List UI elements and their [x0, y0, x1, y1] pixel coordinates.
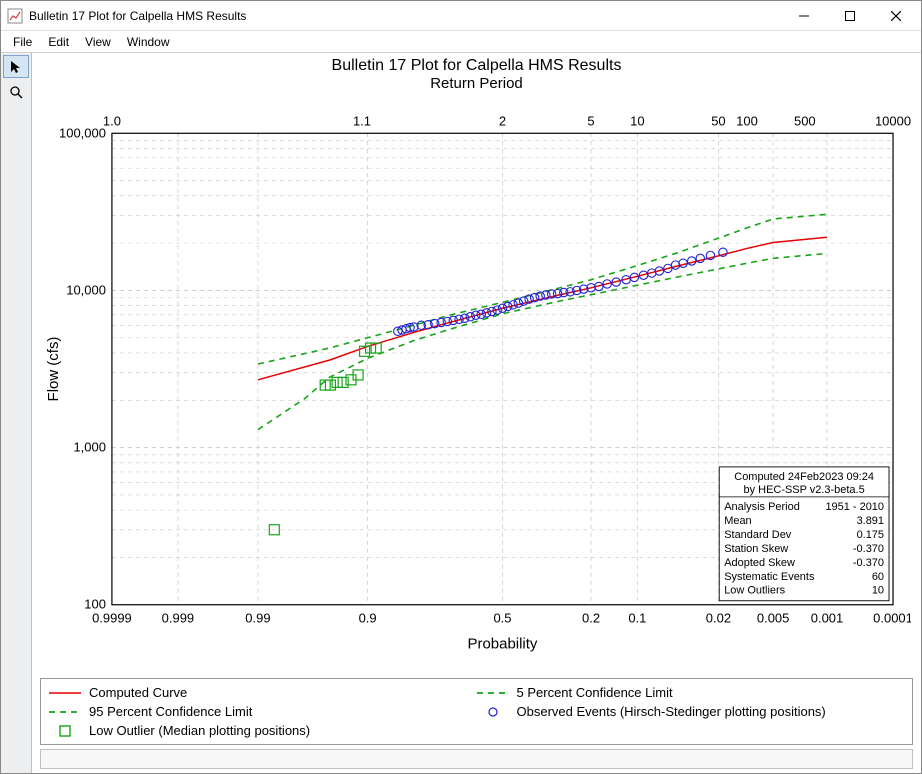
window-controls — [781, 2, 919, 30]
svg-text:10: 10 — [630, 113, 644, 128]
svg-text:Low Outliers: Low Outliers — [724, 585, 785, 597]
window-title: Bulletin 17 Plot for Calpella HMS Result… — [29, 9, 781, 23]
legend: Computed Curve 5 Percent Confidence Limit… — [40, 678, 913, 745]
svg-text:500: 500 — [794, 113, 816, 128]
svg-text:Mean: Mean — [724, 515, 751, 527]
legend-label: Observed Events (Hirsch-Stedinger plotti… — [517, 704, 826, 719]
menu-file[interactable]: File — [5, 33, 40, 51]
svg-text:0.9: 0.9 — [359, 611, 377, 626]
close-button[interactable] — [873, 2, 919, 30]
svg-text:Flow (cfs): Flow (cfs) — [45, 337, 62, 402]
svg-text:100,000: 100,000 — [59, 125, 106, 140]
chart-title: Bulletin 17 Plot for Calpella HMS Result… — [32, 53, 921, 75]
svg-text:Station Skew: Station Skew — [724, 543, 788, 555]
svg-text:0.9999: 0.9999 — [92, 611, 132, 626]
svg-text:0.001: 0.001 — [811, 611, 843, 626]
svg-text:100: 100 — [736, 113, 758, 128]
svg-text:Systematic Events: Systematic Events — [724, 571, 815, 583]
legend-label: Computed Curve — [89, 685, 187, 700]
svg-text:0.999: 0.999 — [162, 611, 194, 626]
legend-item: Observed Events (Hirsch-Stedinger plotti… — [477, 702, 905, 721]
svg-text:-0.370: -0.370 — [853, 543, 884, 555]
legend-item: 95 Percent Confidence Limit — [49, 702, 477, 721]
legend-item: Computed Curve — [49, 683, 477, 702]
svg-text:0.5: 0.5 — [493, 611, 511, 626]
svg-text:1.0: 1.0 — [103, 113, 121, 128]
svg-text:0.175: 0.175 — [857, 529, 884, 541]
svg-text:0.0001: 0.0001 — [873, 611, 911, 626]
svg-text:by HEC-SSP v2.3-beta.5: by HEC-SSP v2.3-beta.5 — [744, 484, 865, 496]
top-axis-title: Return Period — [32, 75, 921, 92]
svg-text:100: 100 — [84, 597, 106, 612]
svg-text:1.1: 1.1 — [353, 113, 371, 128]
svg-text:3.891: 3.891 — [857, 515, 884, 527]
svg-text:0.1: 0.1 — [628, 611, 646, 626]
chart-area: Bulletin 17 Plot for Calpella HMS Result… — [32, 53, 921, 773]
minimize-button[interactable] — [781, 2, 827, 30]
svg-text:10,000: 10,000 — [66, 282, 106, 297]
svg-text:0.02: 0.02 — [706, 611, 731, 626]
status-bar — [40, 749, 913, 769]
svg-text:0.2: 0.2 — [582, 611, 600, 626]
plot[interactable]: 100 1,000 10,000 100,000 0.9999 0.999 0.99 0.9 0… — [42, 94, 911, 672]
menu-edit[interactable]: Edit — [40, 33, 77, 51]
svg-text:0.005: 0.005 — [757, 611, 789, 626]
svg-text:1,000: 1,000 — [73, 440, 105, 455]
app-window: Bulletin 17 Plot for Calpella HMS Result… — [0, 0, 922, 774]
legend-item: 5 Percent Confidence Limit — [477, 683, 905, 702]
svg-text:Standard Dev: Standard Dev — [724, 529, 792, 541]
svg-text:Computed 24Feb2023 09:24: Computed 24Feb2023 09:24 — [734, 471, 874, 483]
svg-text:1951 - 2010: 1951 - 2010 — [825, 501, 884, 513]
svg-text:10: 10 — [872, 585, 884, 597]
svg-text:50: 50 — [711, 113, 725, 128]
svg-text:10000: 10000 — [875, 113, 911, 128]
zoom-tool[interactable] — [3, 80, 29, 103]
legend-item — [477, 721, 905, 740]
maximize-button[interactable] — [827, 2, 873, 30]
svg-text:Analysis Period: Analysis Period — [724, 501, 800, 513]
svg-text:Probability: Probability — [468, 636, 538, 653]
svg-text:5: 5 — [587, 113, 594, 128]
legend-label: 95 Percent Confidence Limit — [89, 704, 252, 719]
svg-text:60: 60 — [872, 571, 884, 583]
menu-view[interactable]: View — [77, 33, 119, 51]
left-toolbar — [1, 53, 32, 773]
menubar: File Edit View Window — [1, 31, 921, 53]
pointer-tool[interactable] — [3, 55, 29, 78]
legend-item: Low Outlier (Median plotting positions) — [49, 721, 477, 740]
menu-window[interactable]: Window — [119, 33, 178, 51]
legend-label: Low Outlier (Median plotting positions) — [89, 723, 310, 738]
svg-text:-0.370: -0.370 — [853, 557, 884, 569]
app-icon — [7, 8, 23, 24]
titlebar: Bulletin 17 Plot for Calpella HMS Result… — [1, 1, 921, 31]
svg-text:0.99: 0.99 — [245, 611, 270, 626]
legend-label: 5 Percent Confidence Limit — [517, 685, 673, 700]
svg-text:2: 2 — [499, 113, 506, 128]
svg-text:Adopted Skew: Adopted Skew — [724, 557, 795, 569]
